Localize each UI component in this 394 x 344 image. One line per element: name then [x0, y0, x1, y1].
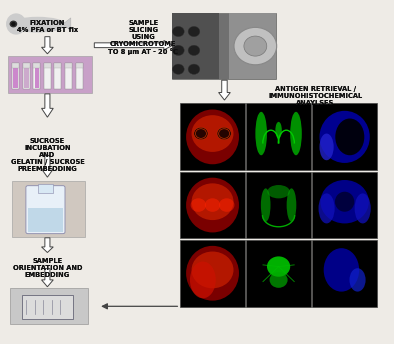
Text: SUCROSE
INCUBATION
AND
GELATIN / SUCROSE
PREEMBEDDING: SUCROSE INCUBATION AND GELATIN / SUCROSE… — [11, 138, 84, 172]
Bar — [312, 104, 377, 170]
Bar — [33, 63, 40, 67]
Circle shape — [173, 45, 184, 55]
Circle shape — [188, 45, 200, 55]
FancyArrow shape — [41, 155, 53, 177]
Circle shape — [10, 21, 17, 27]
Bar — [65, 63, 72, 89]
Bar — [8, 55, 92, 93]
Circle shape — [205, 198, 220, 212]
Bar — [12, 63, 19, 89]
Circle shape — [194, 127, 208, 140]
Ellipse shape — [255, 112, 267, 155]
Bar — [312, 172, 377, 238]
Bar — [12, 63, 19, 67]
Circle shape — [267, 256, 290, 277]
Circle shape — [188, 26, 200, 37]
Text: SAMPLE
ORIENTATION AND
EMBEDDING: SAMPLE ORIENTATION AND EMBEDDING — [13, 258, 82, 278]
Polygon shape — [63, 18, 71, 31]
Ellipse shape — [324, 248, 359, 292]
Ellipse shape — [191, 183, 234, 220]
Ellipse shape — [320, 111, 370, 163]
FancyArrow shape — [41, 37, 53, 54]
FancyBboxPatch shape — [26, 186, 65, 234]
Text: SUCROSE
INCUBATION
AND
GELATIN / SUCROSE
PREEMBEDDING: SUCROSE INCUBATION AND GELATIN / SUCROSE… — [11, 138, 84, 172]
Ellipse shape — [190, 261, 216, 298]
Circle shape — [234, 28, 277, 65]
Text: SAMPLE
SLICING
USING
CRYOMICROTOME
TO 8 μm AT - 20 °C: SAMPLE SLICING USING CRYOMICROTOME TO 8 … — [108, 20, 178, 55]
Circle shape — [12, 23, 15, 25]
Bar — [180, 240, 245, 307]
Ellipse shape — [290, 112, 302, 155]
Circle shape — [219, 198, 234, 212]
Bar — [173, 13, 219, 79]
Bar — [12, 181, 85, 237]
Bar — [33, 63, 40, 89]
Ellipse shape — [335, 192, 354, 212]
Circle shape — [188, 64, 200, 74]
Text: FIXATION
4% PFA or BT fix: FIXATION 4% PFA or BT fix — [17, 20, 78, 33]
Ellipse shape — [10, 18, 65, 32]
Ellipse shape — [287, 189, 296, 222]
Bar — [54, 63, 61, 89]
Ellipse shape — [349, 268, 366, 292]
Bar — [35, 66, 39, 88]
Bar — [180, 104, 245, 170]
FancyArrow shape — [41, 269, 53, 287]
Text: SAMPLE
ORIENTATION AND
EMBEDDING: SAMPLE ORIENTATION AND EMBEDDING — [13, 258, 82, 278]
Bar — [246, 172, 311, 238]
Bar — [312, 240, 377, 307]
Ellipse shape — [355, 193, 371, 224]
Text: SAMPLE
SLICING
USING
CRYOMICROTOME
TO 8 μm AT - 20 °C: SAMPLE SLICING USING CRYOMICROTOME TO 8 … — [108, 20, 178, 55]
Circle shape — [191, 198, 206, 212]
Ellipse shape — [267, 185, 290, 198]
Bar — [44, 63, 51, 67]
Circle shape — [217, 127, 231, 140]
Bar — [54, 63, 61, 67]
Circle shape — [269, 272, 288, 288]
Bar — [23, 63, 30, 67]
FancyArrow shape — [41, 94, 53, 117]
FancyBboxPatch shape — [22, 295, 73, 319]
Ellipse shape — [191, 251, 234, 288]
Bar — [173, 13, 276, 79]
Bar — [246, 104, 311, 170]
Bar — [246, 240, 311, 307]
Circle shape — [173, 64, 184, 74]
Ellipse shape — [186, 178, 239, 233]
Circle shape — [244, 36, 267, 56]
Text: ANTIGEN RETRIEVAL /
IMMUNOHISTOCHEMICAL
ANAYLSES: ANTIGEN RETRIEVAL / IMMUNOHISTOCHEMICAL … — [268, 86, 362, 106]
Bar — [180, 172, 245, 238]
Bar — [23, 63, 30, 89]
Ellipse shape — [186, 246, 239, 301]
Bar — [10, 289, 88, 324]
Bar — [44, 63, 51, 89]
FancyArrow shape — [219, 80, 230, 100]
Circle shape — [173, 26, 184, 37]
Bar — [76, 63, 83, 89]
Ellipse shape — [7, 14, 26, 34]
Ellipse shape — [261, 189, 271, 222]
Ellipse shape — [335, 119, 364, 155]
Ellipse shape — [186, 109, 239, 164]
Bar — [229, 13, 276, 79]
Bar — [24, 66, 29, 88]
Ellipse shape — [191, 115, 234, 152]
Bar — [38, 184, 53, 193]
Ellipse shape — [275, 122, 282, 139]
FancyArrow shape — [94, 41, 173, 50]
Bar — [13, 66, 18, 88]
Text: ANTIGEN RETRIEVAL /
IMMUNOHISTOCHEMICAL
ANAYLSES: ANTIGEN RETRIEVAL / IMMUNOHISTOCHEMICAL … — [268, 86, 362, 106]
Ellipse shape — [320, 180, 369, 224]
Ellipse shape — [320, 133, 334, 160]
Text: FIXATION
4% PFA or BT fix: FIXATION 4% PFA or BT fix — [17, 20, 78, 33]
Bar — [28, 208, 63, 232]
Ellipse shape — [318, 193, 335, 224]
Bar — [76, 63, 83, 67]
Bar — [65, 63, 72, 67]
FancyArrow shape — [41, 238, 53, 252]
